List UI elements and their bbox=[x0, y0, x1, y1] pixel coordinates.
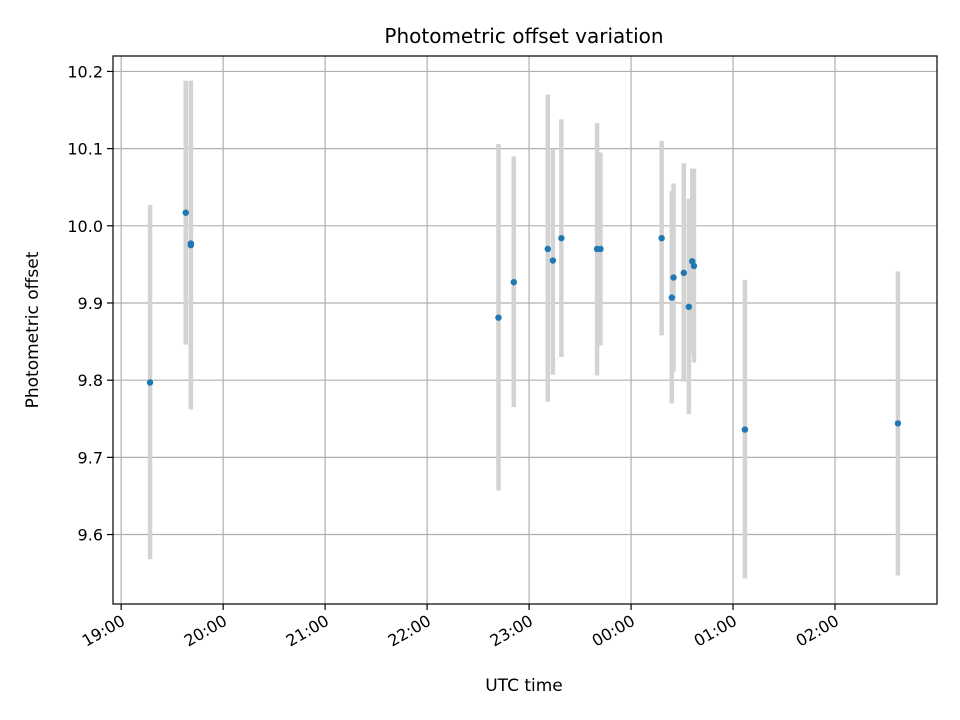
data-point bbox=[597, 245, 604, 253]
data-point bbox=[685, 303, 693, 311]
y-tick-label: 10.2 bbox=[67, 62, 103, 81]
y-tick-label: 9.9 bbox=[78, 294, 103, 313]
data-point bbox=[658, 234, 665, 242]
data-point bbox=[549, 257, 557, 264]
data-point bbox=[510, 278, 517, 286]
data-point bbox=[182, 209, 189, 216]
data-points bbox=[146, 209, 902, 433]
y-tick-label: 9.8 bbox=[78, 371, 103, 390]
data-point bbox=[495, 314, 502, 321]
y-tick-label: 9.6 bbox=[78, 526, 103, 545]
grid bbox=[113, 56, 937, 604]
data-point bbox=[741, 426, 749, 433]
y-axis: 9.6 9.7 9.8 9.9 10.0 10.1 10.2 bbox=[67, 62, 113, 545]
y-tick-label: 10.0 bbox=[67, 217, 103, 236]
data-point bbox=[668, 294, 676, 301]
data-point bbox=[690, 262, 698, 270]
y-tick-label: 10.1 bbox=[67, 140, 103, 159]
plot-frame bbox=[112, 55, 938, 605]
chart-title: Photometric offset variation bbox=[384, 24, 663, 48]
data-point bbox=[558, 234, 565, 242]
data-point bbox=[894, 420, 902, 427]
data-point bbox=[187, 241, 195, 249]
data-point bbox=[670, 274, 677, 281]
data-point bbox=[146, 379, 154, 386]
data-point bbox=[680, 269, 687, 277]
data-point bbox=[544, 245, 551, 253]
x-axis-title: UTC time bbox=[485, 676, 563, 696]
y-tick-label: 9.7 bbox=[78, 448, 103, 467]
y-axis-title: Photometric offset bbox=[23, 251, 43, 408]
